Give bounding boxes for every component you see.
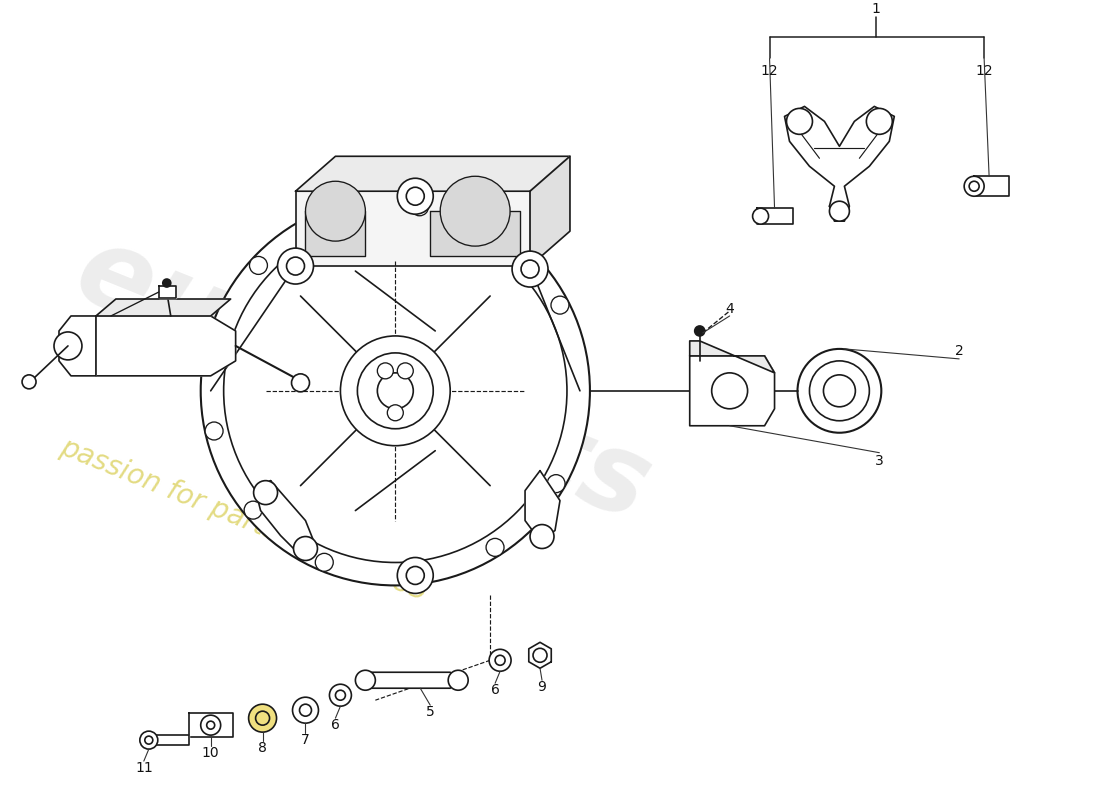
- Circle shape: [403, 566, 420, 585]
- Circle shape: [140, 731, 157, 749]
- Circle shape: [440, 176, 510, 246]
- Polygon shape: [690, 341, 774, 373]
- Circle shape: [695, 326, 705, 336]
- Circle shape: [397, 363, 414, 379]
- Circle shape: [377, 373, 414, 409]
- Circle shape: [200, 715, 221, 735]
- Circle shape: [358, 353, 433, 429]
- Circle shape: [824, 375, 856, 406]
- Circle shape: [207, 721, 215, 729]
- Text: passion for parts since 1985: passion for parts since 1985: [56, 433, 431, 606]
- Polygon shape: [306, 211, 365, 256]
- Text: 7: 7: [301, 733, 310, 747]
- Polygon shape: [96, 316, 235, 376]
- Polygon shape: [189, 713, 232, 737]
- Polygon shape: [690, 356, 774, 426]
- Circle shape: [329, 684, 351, 706]
- Text: 6: 6: [331, 718, 340, 732]
- Circle shape: [490, 650, 512, 671]
- Circle shape: [377, 363, 394, 379]
- Circle shape: [277, 248, 313, 284]
- Polygon shape: [757, 208, 792, 224]
- Circle shape: [513, 251, 548, 287]
- Text: 2: 2: [955, 344, 964, 358]
- Circle shape: [292, 374, 309, 392]
- Polygon shape: [255, 481, 316, 555]
- Circle shape: [200, 196, 590, 586]
- Circle shape: [306, 182, 365, 241]
- Circle shape: [145, 736, 153, 744]
- Polygon shape: [59, 316, 96, 376]
- Circle shape: [406, 187, 425, 205]
- Circle shape: [294, 537, 318, 561]
- Circle shape: [798, 349, 881, 433]
- Polygon shape: [296, 191, 530, 266]
- Polygon shape: [365, 672, 459, 688]
- Text: 6: 6: [491, 683, 499, 698]
- Circle shape: [534, 648, 547, 662]
- Circle shape: [255, 711, 270, 725]
- Polygon shape: [296, 156, 570, 191]
- Text: 4: 4: [725, 302, 734, 316]
- Circle shape: [244, 501, 262, 519]
- Polygon shape: [529, 642, 551, 668]
- Circle shape: [249, 704, 276, 732]
- Circle shape: [207, 334, 226, 352]
- Circle shape: [163, 279, 170, 287]
- Circle shape: [316, 554, 333, 571]
- Circle shape: [22, 375, 36, 389]
- Text: 10: 10: [202, 746, 220, 760]
- Circle shape: [336, 690, 345, 700]
- Polygon shape: [96, 299, 231, 316]
- Circle shape: [786, 108, 813, 134]
- Circle shape: [547, 474, 565, 493]
- Polygon shape: [148, 735, 189, 745]
- Text: 12: 12: [761, 65, 779, 78]
- Polygon shape: [784, 106, 894, 221]
- Circle shape: [340, 336, 450, 446]
- Circle shape: [530, 525, 554, 549]
- Circle shape: [521, 260, 539, 278]
- Circle shape: [810, 361, 869, 421]
- Circle shape: [406, 566, 425, 585]
- Circle shape: [54, 332, 81, 360]
- Circle shape: [752, 208, 769, 224]
- Circle shape: [448, 670, 469, 690]
- Circle shape: [387, 405, 404, 421]
- Polygon shape: [430, 211, 520, 256]
- Circle shape: [965, 176, 985, 196]
- Circle shape: [712, 373, 748, 409]
- Circle shape: [829, 202, 849, 221]
- Polygon shape: [158, 286, 176, 298]
- Text: 9: 9: [538, 680, 547, 694]
- Text: 1: 1: [872, 2, 881, 15]
- Circle shape: [486, 538, 504, 556]
- Circle shape: [299, 704, 311, 716]
- Text: 8: 8: [258, 741, 267, 755]
- Circle shape: [254, 481, 277, 505]
- Circle shape: [397, 178, 433, 214]
- Circle shape: [867, 108, 892, 134]
- Circle shape: [205, 422, 223, 440]
- Circle shape: [293, 698, 319, 723]
- Polygon shape: [975, 176, 1009, 196]
- Circle shape: [969, 182, 979, 191]
- Circle shape: [397, 558, 433, 594]
- Circle shape: [250, 257, 267, 274]
- Circle shape: [551, 296, 569, 314]
- Circle shape: [493, 230, 510, 248]
- Text: 12: 12: [976, 65, 993, 78]
- Text: 5: 5: [426, 705, 434, 719]
- Text: 11: 11: [135, 761, 153, 775]
- Circle shape: [410, 198, 429, 216]
- Circle shape: [286, 257, 305, 275]
- Circle shape: [355, 670, 375, 690]
- Polygon shape: [530, 156, 570, 266]
- Text: euroParts: euroParts: [60, 216, 665, 543]
- Polygon shape: [525, 470, 560, 541]
- Circle shape: [223, 219, 566, 562]
- Circle shape: [495, 655, 505, 666]
- Circle shape: [322, 207, 341, 226]
- Text: 3: 3: [874, 454, 883, 468]
